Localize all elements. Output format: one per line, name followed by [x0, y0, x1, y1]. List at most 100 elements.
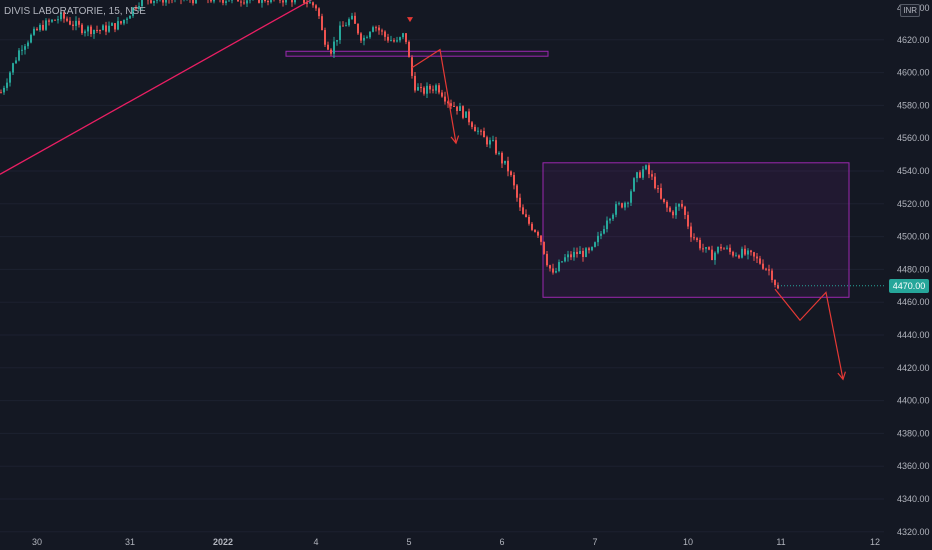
- x-tick-label: 7: [592, 537, 597, 547]
- candle-body: [618, 203, 620, 205]
- candle-body: [654, 176, 656, 189]
- candle-body: [696, 238, 698, 240]
- candle-body: [165, 0, 167, 3]
- candle-body: [75, 20, 77, 26]
- candle-body: [744, 248, 746, 255]
- candle-body: [381, 30, 383, 32]
- candle-body: [441, 92, 443, 97]
- candle-body: [474, 126, 476, 132]
- candle-body: [342, 25, 344, 27]
- candle-body: [516, 185, 518, 198]
- x-tick-label: 30: [32, 537, 42, 547]
- candle-body: [378, 27, 380, 31]
- x-tick-label: 6: [499, 537, 504, 547]
- candle-body: [81, 24, 83, 34]
- candle-body: [99, 30, 101, 32]
- candle-body: [615, 204, 617, 215]
- candle-body: [735, 255, 737, 257]
- candle-body: [750, 250, 752, 253]
- y-tick-label: 4480.00: [897, 264, 930, 274]
- candle-body: [495, 140, 497, 154]
- candle-body: [723, 248, 725, 250]
- candle-body: [222, 0, 224, 3]
- candle-body: [36, 28, 38, 31]
- candle-body: [267, 1, 269, 3]
- candle-body: [450, 103, 452, 106]
- candle-body: [330, 49, 332, 54]
- candle-body: [162, 0, 164, 3]
- candle-body: [96, 29, 98, 31]
- candle-body: [141, 0, 143, 7]
- currency-badge[interactable]: INR: [900, 4, 920, 17]
- candle-body: [6, 82, 8, 88]
- candle-body: [762, 263, 764, 269]
- candle-body: [192, 0, 194, 4]
- candle-body: [765, 268, 767, 270]
- candle-body: [3, 87, 5, 93]
- candle-body: [228, 0, 230, 2]
- candle-body: [522, 207, 524, 215]
- candle-body: [711, 249, 713, 261]
- candle-body: [537, 231, 539, 236]
- candle-body: [336, 40, 338, 42]
- candle-body: [9, 72, 11, 83]
- candle-body: [501, 152, 503, 164]
- candle-body: [123, 19, 125, 24]
- candle-body: [60, 12, 62, 20]
- candle-body: [315, 5, 317, 9]
- candle-body: [528, 216, 530, 224]
- candle-body: [768, 269, 770, 271]
- candle-body: [489, 140, 491, 145]
- candle-body: [459, 106, 461, 111]
- candle-body: [681, 203, 683, 207]
- candle-body: [606, 220, 608, 230]
- candle-body: [21, 49, 23, 51]
- candle-body: [594, 242, 596, 247]
- candle-body: [102, 25, 104, 31]
- projection-arrow-large-head: [837, 371, 846, 381]
- candle-body: [423, 87, 425, 94]
- candle-body: [759, 258, 761, 264]
- projection-arrow-small: [411, 48, 457, 144]
- candle-body: [24, 46, 26, 50]
- candle-body: [360, 33, 362, 41]
- candle-body: [51, 19, 53, 22]
- candle-body: [426, 85, 428, 94]
- candle-body: [519, 197, 521, 208]
- candle-body: [471, 122, 473, 127]
- candle-body: [156, 0, 158, 1]
- y-tick-label: 4560.00: [897, 133, 930, 143]
- range-box: [542, 162, 850, 298]
- candle-body: [732, 251, 734, 256]
- candle-body: [633, 178, 635, 192]
- candle-body: [720, 246, 722, 249]
- candle-body: [258, 0, 260, 3]
- candle-body: [105, 25, 107, 32]
- candle-body: [135, 7, 137, 9]
- candle-body: [576, 251, 578, 255]
- candle-body: [588, 248, 590, 251]
- candle-body: [753, 252, 755, 257]
- candle-body: [549, 265, 551, 269]
- candle-body: [513, 174, 515, 186]
- candle-body: [624, 202, 626, 208]
- candle-body: [480, 130, 482, 132]
- candle-body: [672, 211, 674, 216]
- candle-body: [738, 255, 740, 258]
- candle-body: [468, 111, 470, 123]
- y-tick-label: 4320.00: [897, 527, 930, 537]
- candle-body: [558, 262, 560, 272]
- candle-body: [429, 85, 431, 90]
- candle-body: [243, 2, 245, 4]
- candle-body: [561, 261, 563, 263]
- candle-body: [597, 235, 599, 243]
- candle-body: [384, 31, 386, 37]
- candle-body: [327, 44, 329, 50]
- candle-body: [363, 37, 365, 41]
- y-tick-label: 4360.00: [897, 461, 930, 471]
- candle-body: [345, 25, 347, 27]
- candle-body: [324, 30, 326, 45]
- candle-body: [225, 1, 227, 3]
